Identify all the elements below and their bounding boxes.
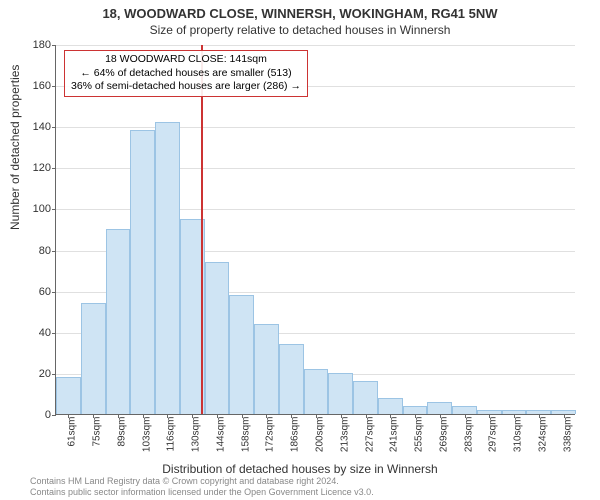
ytick-label: 140	[26, 121, 51, 133]
annotation-line1: 18 WOODWARD CLOSE: 141sqm	[71, 53, 301, 67]
chart-title-sub: Size of property relative to detached ho…	[0, 21, 600, 37]
xtick-label: 186sqm	[290, 417, 301, 453]
ytick-label: 60	[26, 286, 51, 298]
histogram-bar	[353, 381, 378, 414]
histogram-bar	[403, 406, 428, 414]
chart-title-main: 18, WOODWARD CLOSE, WINNERSH, WOKINGHAM,…	[0, 0, 600, 21]
annotation-box: 18 WOODWARD CLOSE: 141sqm← 64% of detach…	[64, 50, 308, 97]
xtick-label: 158sqm	[240, 417, 251, 453]
xtick-label: 324sqm	[537, 417, 548, 453]
histogram-bar	[81, 303, 106, 414]
xtick-label: 61sqm	[67, 417, 78, 447]
histogram-bar	[279, 344, 304, 414]
xtick-label: 255sqm	[414, 417, 425, 453]
ytick-label: 100	[26, 203, 51, 215]
ytick-mark	[52, 374, 56, 375]
xtick-label: 213sqm	[339, 417, 350, 453]
xtick-label: 269sqm	[438, 417, 449, 453]
histogram-bar	[304, 369, 329, 414]
ytick-mark	[52, 292, 56, 293]
histogram-bar	[205, 262, 230, 414]
annotation-line2: ← 64% of detached houses are smaller (51…	[71, 67, 301, 81]
histogram-bar	[229, 295, 254, 414]
histogram-bar	[155, 122, 180, 414]
footer-attribution: Contains HM Land Registry data © Crown c…	[30, 476, 374, 498]
ytick-mark	[52, 209, 56, 210]
chart-container: 18, WOODWARD CLOSE, WINNERSH, WOKINGHAM,…	[0, 0, 600, 500]
ytick-mark	[52, 415, 56, 416]
footer-line1: Contains HM Land Registry data © Crown c…	[30, 476, 374, 487]
xtick-label: 310sqm	[513, 417, 524, 453]
xtick-label: 227sqm	[364, 417, 375, 453]
plot-area: 02040608010012014016018061sqm75sqm89sqm1…	[55, 45, 575, 415]
histogram-bar	[452, 406, 477, 414]
gridline	[56, 127, 575, 128]
xtick-label: 241sqm	[389, 417, 400, 453]
xtick-label: 172sqm	[265, 417, 276, 453]
histogram-bar	[106, 229, 131, 414]
ytick-label: 0	[26, 409, 51, 421]
gridline	[56, 45, 575, 46]
ytick-label: 160	[26, 80, 51, 92]
xtick-label: 75sqm	[92, 417, 103, 447]
ytick-mark	[52, 45, 56, 46]
x-axis-label: Distribution of detached houses by size …	[0, 462, 600, 476]
ytick-mark	[52, 86, 56, 87]
histogram-bar	[254, 324, 279, 414]
ytick-mark	[52, 333, 56, 334]
xtick-label: 297sqm	[488, 417, 499, 453]
y-axis-label: Number of detached properties	[8, 65, 22, 230]
ytick-mark	[52, 127, 56, 128]
ytick-label: 180	[26, 39, 51, 51]
ytick-label: 80	[26, 245, 51, 257]
ytick-mark	[52, 168, 56, 169]
xtick-label: 283sqm	[463, 417, 474, 453]
xtick-label: 200sqm	[315, 417, 326, 453]
ytick-label: 120	[26, 162, 51, 174]
xtick-label: 144sqm	[215, 417, 226, 453]
histogram-bar	[130, 130, 155, 414]
ytick-label: 20	[26, 368, 51, 380]
histogram-bar	[378, 398, 403, 414]
xtick-label: 338sqm	[562, 417, 573, 453]
reference-line	[201, 45, 203, 414]
ytick-label: 40	[26, 327, 51, 339]
histogram-bar	[427, 402, 452, 414]
xtick-label: 89sqm	[116, 417, 127, 447]
xtick-label: 130sqm	[191, 417, 202, 453]
histogram-bar	[328, 373, 353, 414]
ytick-mark	[52, 251, 56, 252]
footer-line2: Contains public sector information licen…	[30, 487, 374, 498]
xtick-label: 116sqm	[166, 417, 177, 452]
histogram-bar	[56, 377, 81, 414]
annotation-line3: 36% of semi-detached houses are larger (…	[71, 80, 301, 94]
xtick-label: 103sqm	[141, 417, 152, 453]
